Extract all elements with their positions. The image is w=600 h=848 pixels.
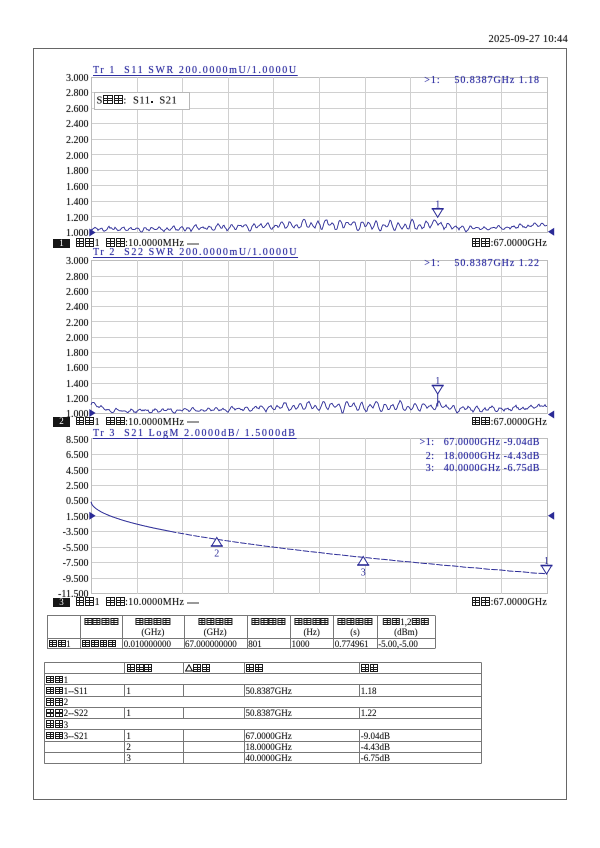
svg-text:2: 2 — [214, 548, 219, 559]
svg-text:1: 1 — [544, 556, 549, 567]
svg-text:1: 1 — [435, 200, 440, 211]
svg-text:3: 3 — [361, 567, 366, 578]
svg-text:1: 1 — [435, 376, 440, 387]
